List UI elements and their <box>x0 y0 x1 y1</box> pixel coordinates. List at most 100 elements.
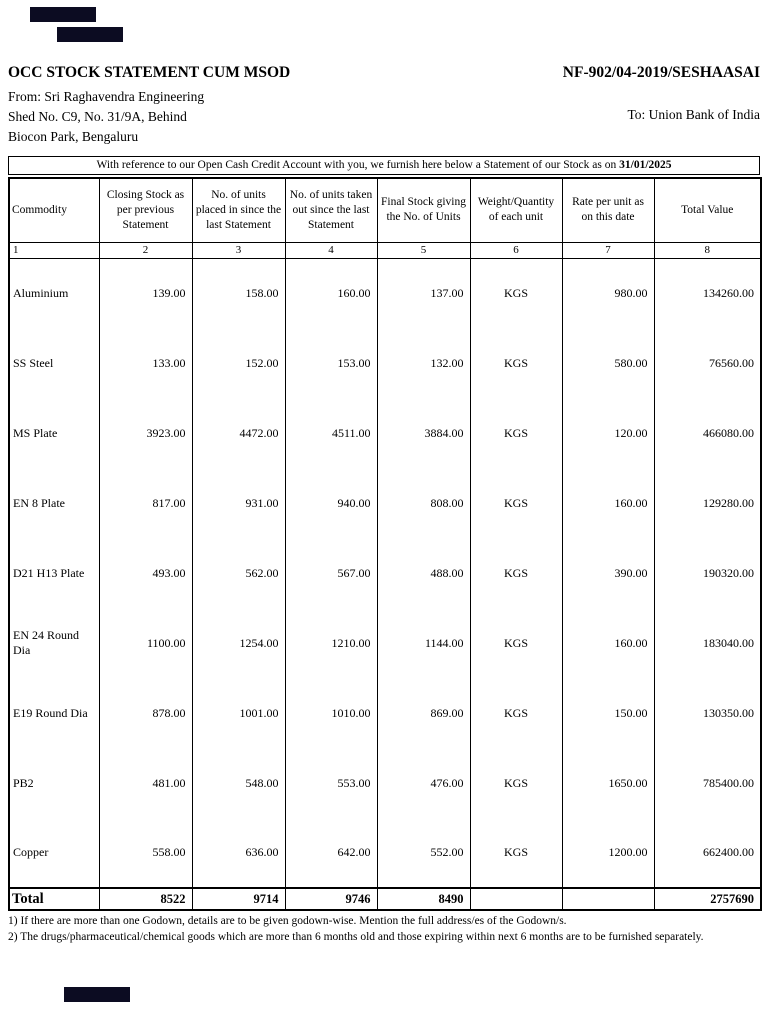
unit-cell: KGS <box>469 468 563 538</box>
from-address: From: Sri Raghavendra Engineering Shed N… <box>8 87 204 147</box>
unit-cell: KGS <box>469 328 563 398</box>
col-header-units-taken: No. of units taken out since the last St… <box>284 177 378 243</box>
col-number-cell: 8 <box>653 241 762 259</box>
col-header-total-value: Total Value <box>653 177 762 243</box>
closing-stock-cell: 558.00 <box>98 818 193 888</box>
commodity-cell: Aluminium <box>8 258 100 328</box>
commodity-cell: SS Steel <box>8 328 100 398</box>
unit-cell: KGS <box>469 678 563 748</box>
units-placed-cell: 562.00 <box>191 538 286 608</box>
footnote-2: 2) The drugs/pharmaceutical/chemical goo… <box>8 930 704 943</box>
final-stock-cell: 1144.00 <box>376 608 471 678</box>
table-row: E19 Round Dia 878.00 1001.00 1010.00 869… <box>8 678 762 748</box>
units-taken-cell: 553.00 <box>284 748 378 818</box>
commodity-cell: D21 H13 Plate <box>8 538 100 608</box>
total-value-cell: 190320.00 <box>653 538 762 608</box>
total-final-stock-cell: 8490 <box>376 887 471 911</box>
redaction-bar-top-1 <box>30 7 96 22</box>
rate-cell: 160.00 <box>561 608 655 678</box>
closing-stock-cell: 493.00 <box>98 538 193 608</box>
rate-cell: 1650.00 <box>561 748 655 818</box>
total-value-cell: 76560.00 <box>653 328 762 398</box>
total-units-placed-cell: 9714 <box>191 887 286 911</box>
col-header-weight-quantity: Weight/Quantity of each unit <box>469 177 563 243</box>
total-unit-cell <box>469 887 563 911</box>
unit-cell: KGS <box>469 748 563 818</box>
footnote-1: 1) If there are more than one Godown, de… <box>8 915 567 927</box>
reference-statement: With reference to our Open Cash Credit A… <box>8 156 760 175</box>
total-row: Total 8522 9714 9746 8490 2757690 <box>8 887 762 911</box>
closing-stock-cell: 878.00 <box>98 678 193 748</box>
units-taken-cell: 567.00 <box>284 538 378 608</box>
col-header-commodity: Commodity <box>8 177 100 243</box>
total-value-cell: 130350.00 <box>653 678 762 748</box>
units-placed-cell: 1001.00 <box>191 678 286 748</box>
final-stock-cell: 808.00 <box>376 468 471 538</box>
table-row: EN 24 Round Dia 1100.00 1254.00 1210.00 … <box>8 608 762 678</box>
rate-cell: 160.00 <box>561 468 655 538</box>
commodity-cell: MS Plate <box>8 398 100 468</box>
unit-cell: KGS <box>469 608 563 678</box>
rate-cell: 390.00 <box>561 538 655 608</box>
total-units-taken-cell: 9746 <box>284 887 378 911</box>
rate-cell: 120.00 <box>561 398 655 468</box>
table-row: EN 8 Plate 817.00 931.00 940.00 808.00 K… <box>8 468 762 538</box>
doc-ref-number: NF-902/04-2019/SESHAASAI <box>562 64 760 81</box>
stock-table: Commodity Closing Stock as per previous … <box>8 177 762 911</box>
total-value-cell: 662400.00 <box>653 818 762 888</box>
units-taken-cell: 160.00 <box>284 258 378 328</box>
reference-text: With reference to our Open Cash Credit A… <box>96 159 620 171</box>
closing-stock-cell: 1100.00 <box>98 608 193 678</box>
from-address-line-1: From: Sri Raghavendra Engineering <box>8 89 205 104</box>
final-stock-cell: 476.00 <box>376 748 471 818</box>
units-taken-cell: 1010.00 <box>284 678 378 748</box>
closing-stock-cell: 3923.00 <box>98 398 193 468</box>
doc-title: OCC STOCK STATEMENT CUM MSOD <box>8 64 291 81</box>
redaction-bar-top-2 <box>57 27 123 42</box>
commodity-cell: EN 24 Round Dia <box>8 608 100 678</box>
from-address-line-3: Biocon Park, Bengaluru <box>8 129 139 144</box>
table-row: MS Plate 3923.00 4472.00 4511.00 3884.00… <box>8 398 762 468</box>
total-value-cell: 785400.00 <box>653 748 762 818</box>
col-header-final-stock: Final Stock giving the No. of Units <box>376 177 471 243</box>
final-stock-cell: 552.00 <box>376 818 471 888</box>
grand-total-value-cell: 2757690 <box>653 887 762 911</box>
closing-stock-cell: 133.00 <box>98 328 193 398</box>
units-placed-cell: 636.00 <box>191 818 286 888</box>
total-value-cell: 466080.00 <box>653 398 762 468</box>
units-placed-cell: 4472.00 <box>191 398 286 468</box>
total-closing-stock-cell: 8522 <box>98 887 193 911</box>
reference-date: 31/01/2025 <box>619 159 672 171</box>
table-header-row: Commodity Closing Stock as per previous … <box>8 177 762 243</box>
final-stock-cell: 132.00 <box>376 328 471 398</box>
column-number-row: 1 2 3 4 5 6 7 8 <box>8 241 762 259</box>
unit-cell: KGS <box>469 398 563 468</box>
commodity-cell: Copper <box>8 818 100 888</box>
units-placed-cell: 931.00 <box>191 468 286 538</box>
closing-stock-cell: 817.00 <box>98 468 193 538</box>
from-address-line-2: Shed No. C9, No. 31/9A, Behind <box>8 109 187 124</box>
col-number-cell: 6 <box>469 241 563 259</box>
rate-cell: 580.00 <box>561 328 655 398</box>
unit-cell: KGS <box>469 258 563 328</box>
col-number-cell: 1 <box>8 241 100 259</box>
commodity-cell: PB2 <box>8 748 100 818</box>
units-taken-cell: 940.00 <box>284 468 378 538</box>
commodity-cell: EN 8 Plate <box>8 468 100 538</box>
total-value-cell: 134260.00 <box>653 258 762 328</box>
units-taken-cell: 1210.00 <box>284 608 378 678</box>
units-taken-cell: 642.00 <box>284 818 378 888</box>
final-stock-cell: 137.00 <box>376 258 471 328</box>
col-number-cell: 7 <box>561 241 655 259</box>
commodity-cell: E19 Round Dia <box>8 678 100 748</box>
footnotes: 1) If there are more than one Godown, de… <box>8 914 760 945</box>
total-value-cell: 129280.00 <box>653 468 762 538</box>
units-taken-cell: 4511.00 <box>284 398 378 468</box>
units-placed-cell: 152.00 <box>191 328 286 398</box>
address-block: From: Sri Raghavendra Engineering Shed N… <box>8 87 760 147</box>
closing-stock-cell: 481.00 <box>98 748 193 818</box>
rate-cell: 980.00 <box>561 258 655 328</box>
unit-cell: KGS <box>469 538 563 608</box>
col-header-rate: Rate per unit as on this date <box>561 177 655 243</box>
